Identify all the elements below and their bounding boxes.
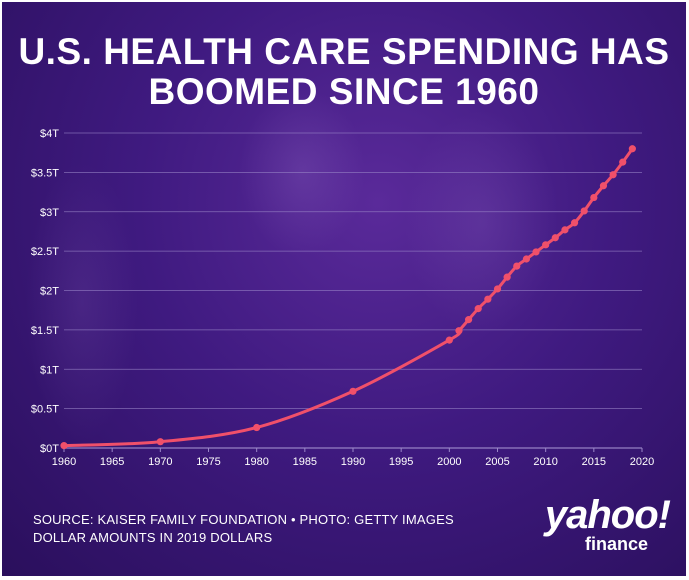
data-point — [532, 248, 540, 256]
data-point — [253, 423, 261, 432]
data-point — [465, 316, 473, 324]
data-point — [570, 219, 579, 227]
yahoo-finance-logo: yahoo! finance — [520, 493, 671, 554]
x-tick-label: 2000 — [437, 456, 461, 468]
data-point — [561, 226, 569, 234]
x-tick-label: 1965 — [100, 456, 124, 468]
data-point — [474, 305, 482, 313]
data-point — [493, 285, 502, 293]
source-note: SOURCE: KAISER FAMILY FOUNDATION • PHOTO… — [33, 511, 503, 547]
y-tick-label: $4T — [40, 128, 59, 140]
x-tick-label: 2020 — [630, 456, 654, 468]
data-point — [599, 182, 608, 190]
y-tick-label: $2.5T — [31, 246, 59, 258]
y-tick-labels: $0T $0.5T $1T $1.5T $2T $2.5T $3T $3.5T $4T — [31, 128, 59, 455]
data-point — [455, 327, 463, 335]
data-point — [609, 171, 617, 179]
y-tick-label: $2T — [40, 286, 59, 298]
data-point — [628, 145, 636, 153]
series-line — [62, 147, 634, 448]
x-tick-label: 1960 — [52, 456, 76, 468]
title-line-1: U.S. HEALTH CARE SPENDING HAS — [18, 31, 670, 72]
x-tick-label: 1975 — [196, 456, 220, 468]
y-tick-label: $3.5T — [31, 167, 59, 179]
data-point — [445, 336, 453, 344]
x-tick-label: 2005 — [485, 456, 509, 468]
x-tick-label: 2015 — [582, 456, 606, 468]
grid-lines — [63, 132, 643, 452]
data-point — [156, 438, 164, 446]
x-tick-label: 1995 — [389, 456, 413, 468]
data-points — [60, 145, 636, 450]
data-point — [619, 158, 627, 166]
x-tick-label: 1970 — [148, 456, 172, 468]
logo-sub-text: finance — [584, 534, 648, 554]
data-point — [551, 234, 559, 242]
y-tick-label: $1T — [40, 364, 59, 376]
data-point — [580, 207, 588, 215]
logo-main-text: yahoo! — [544, 493, 671, 537]
data-point — [503, 273, 511, 281]
source-line-2: DOLLAR AMOUNTS IN 2019 DOLLARS — [33, 530, 273, 545]
x-tick-label: 1985 — [293, 456, 317, 468]
y-tick-label: $0T — [40, 443, 59, 455]
x-tick-labels: 1960 1965 1970 1975 1980 1985 1990 1995 2000 2005… — [52, 456, 654, 468]
source-line-1: SOURCE: KAISER FAMILY FOUNDATION • PHOTO… — [33, 512, 454, 527]
data-point — [542, 241, 550, 249]
chart-title: U.S. HEALTH CARE SPENDING HAS BOOMED SIN… — [2, 32, 686, 112]
data-point — [60, 442, 68, 450]
data-point — [484, 295, 492, 303]
x-tick-label: 2010 — [533, 456, 557, 468]
y-tick-label: $3T — [40, 207, 59, 219]
y-tick-label: $0.5T — [31, 404, 59, 416]
data-point — [590, 193, 598, 202]
data-point — [513, 262, 521, 270]
x-tick-label: 1980 — [244, 456, 268, 468]
data-point — [349, 387, 357, 395]
data-point — [522, 255, 531, 263]
y-tick-label: $1.5T — [31, 325, 59, 337]
title-line-2: BOOMED SINCE 1960 — [148, 71, 540, 112]
x-tick-label: 1990 — [341, 456, 365, 468]
